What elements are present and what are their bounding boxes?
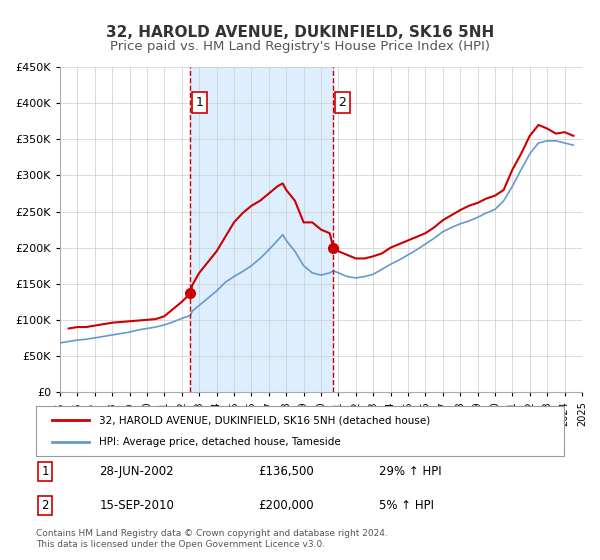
Text: Price paid vs. HM Land Registry's House Price Index (HPI): Price paid vs. HM Land Registry's House … bbox=[110, 40, 490, 53]
Bar bbox=[190, 67, 334, 392]
Text: 5% ↑ HPI: 5% ↑ HPI bbox=[379, 499, 434, 512]
Text: 1: 1 bbox=[41, 465, 49, 478]
Text: 1: 1 bbox=[196, 96, 203, 109]
Text: 32, HAROLD AVENUE, DUKINFIELD, SK16 5NH: 32, HAROLD AVENUE, DUKINFIELD, SK16 5NH bbox=[106, 25, 494, 40]
FancyBboxPatch shape bbox=[36, 406, 564, 456]
Text: 32, HAROLD AVENUE, DUKINFIELD, SK16 5NH (detached house): 32, HAROLD AVENUE, DUKINFIELD, SK16 5NH … bbox=[100, 415, 431, 425]
Text: Contains HM Land Registry data © Crown copyright and database right 2024.
This d: Contains HM Land Registry data © Crown c… bbox=[36, 529, 388, 549]
Text: 2: 2 bbox=[338, 96, 346, 109]
Text: 15-SEP-2010: 15-SEP-2010 bbox=[100, 499, 174, 512]
Text: HPI: Average price, detached house, Tameside: HPI: Average price, detached house, Tame… bbox=[100, 437, 341, 447]
Text: 2: 2 bbox=[41, 499, 49, 512]
Text: 29% ↑ HPI: 29% ↑ HPI bbox=[379, 465, 442, 478]
Text: £136,500: £136,500 bbox=[258, 465, 314, 478]
Text: 28-JUN-2002: 28-JUN-2002 bbox=[100, 465, 174, 478]
Text: £200,000: £200,000 bbox=[258, 499, 313, 512]
